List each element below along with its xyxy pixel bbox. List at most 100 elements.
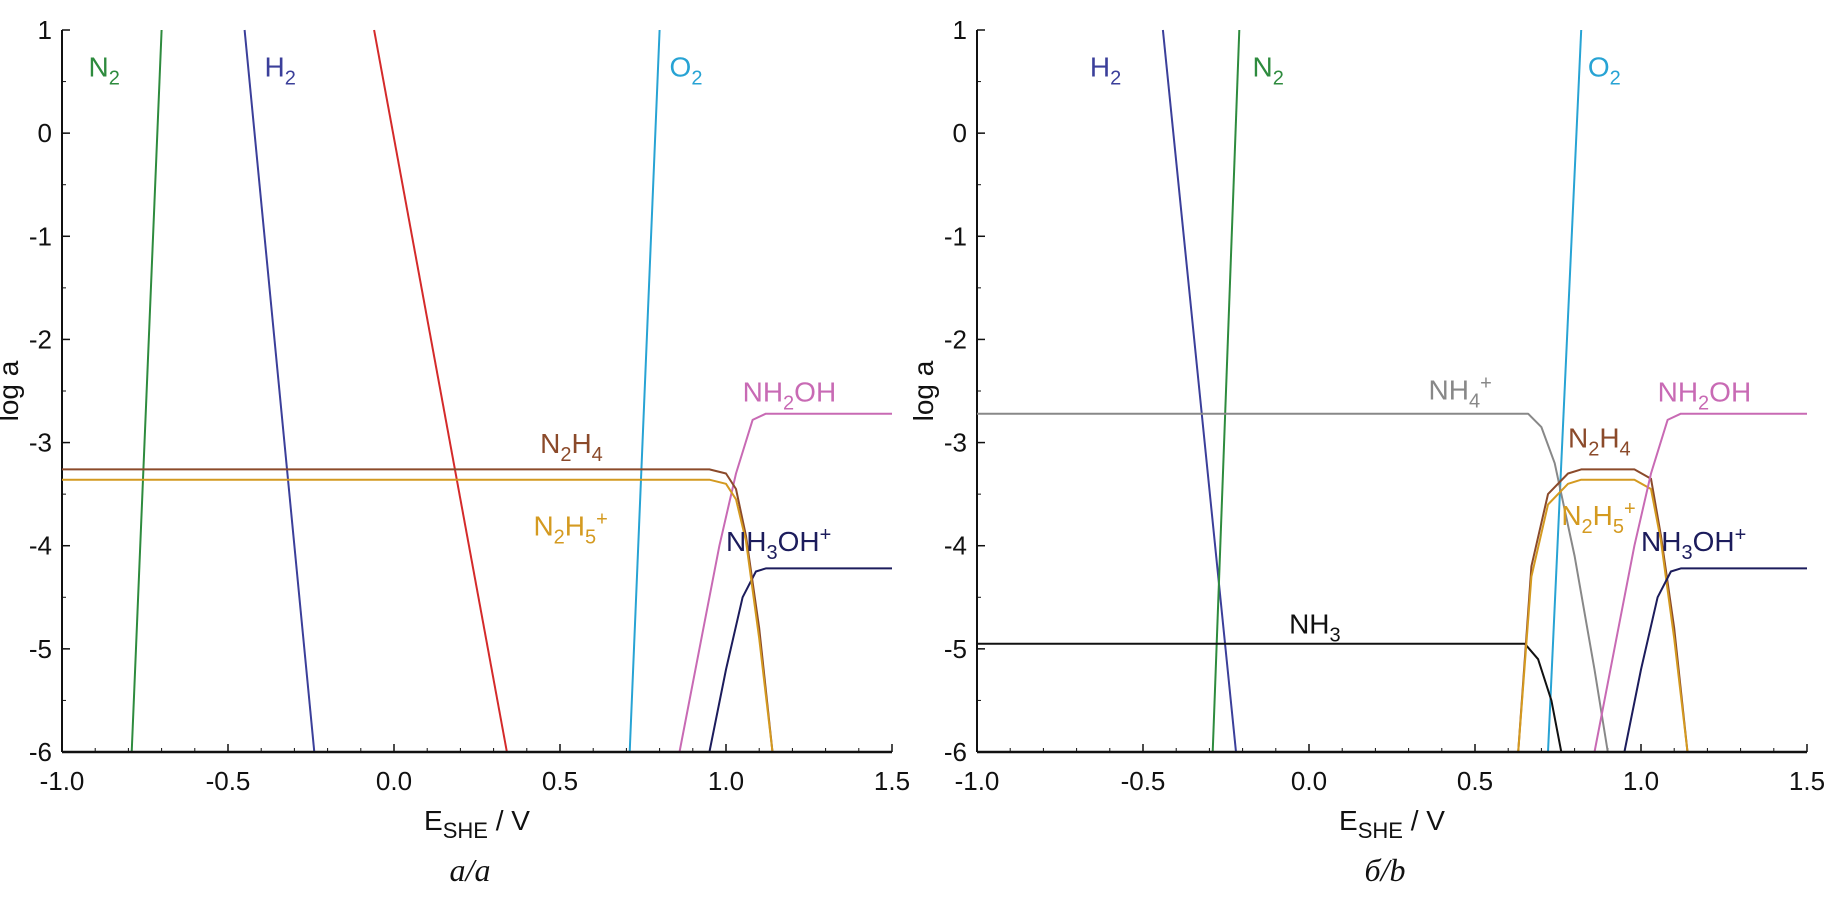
x-axis-label-unit: / V [488,805,530,836]
label-sup: + [596,508,608,530]
label-text: N [533,510,553,541]
label-sub: 2 [285,67,296,89]
y-tick-label: 0 [38,118,52,148]
label-sub: 3 [1330,624,1341,646]
series-line-h2 [243,29,316,753]
label-sub: 2 [1110,67,1121,89]
label-text2: H [1599,423,1619,454]
label-sub2: 5 [1613,516,1624,538]
label-text: NH [1429,374,1469,405]
series-label: NH4+ [1429,372,1492,412]
y-axis-label: log a [0,360,24,421]
x-axis-label-sub: SHE [1358,818,1403,843]
label-text: NH [1641,526,1681,557]
y-tick-label: -1 [29,221,52,251]
label-text: NH [1658,376,1698,407]
caption-b: б/b [1364,852,1406,888]
series-label: H2 [265,51,296,89]
x-tick-label: -0.5 [1121,766,1166,796]
label-text2: H [565,510,585,541]
chart-panel-b: -1.0 -0.5 0.0 0.5 1.0 1.5 1 0 -1 -2 -3 -4 -5 -6 log a E… [908,15,1825,843]
series-label: NH2OH [1658,376,1752,414]
label-text2: OH [778,526,820,557]
x-tick-label: -1.0 [40,766,85,796]
label-sub: 3 [1681,542,1692,564]
label-sub: 4 [1469,390,1480,412]
label-sub: 2 [109,67,120,89]
y-tick-label: 0 [953,118,967,148]
x-tick-label: 0.5 [542,766,578,796]
label-sub: 2 [1610,67,1621,89]
label-sub2: 5 [585,526,596,548]
label-sub: 2 [691,67,702,89]
label-text2: H [1593,500,1613,531]
series-line-n2h4 [62,468,774,753]
label-sup: + [1480,372,1492,394]
label-sub: 2 [783,392,794,414]
label-text: NH [1289,608,1329,639]
label-text: N [89,51,109,82]
series-line-nh4- [977,412,1609,753]
series-label: NH2OH [743,376,837,414]
x-axis-label-sub: SHE [443,818,488,843]
y-tick-label: -5 [944,634,967,664]
series-line-h2 [1161,29,1237,753]
series-line-nh2oh [678,412,892,753]
label-text: H [265,51,285,82]
label-sup: + [820,524,832,546]
label-sub2: 4 [592,444,603,466]
series-line-n2h5- [62,478,774,753]
series-line-nh2oh [1593,412,1807,753]
label-text: H [1090,51,1110,82]
x-tick-label: 1.5 [1789,766,1825,796]
label-text: N [1568,423,1588,454]
series-line-o2 [1547,29,1583,753]
series-label: NH3OH+ [1641,524,1746,564]
x-tick-label: 1.0 [708,766,744,796]
series-line-nh3 [977,642,1563,753]
label-text: O [1588,51,1610,82]
series-line-n2 [1211,29,1241,753]
y-tick-label: -6 [29,737,52,767]
x-tick-label: 1.5 [874,766,910,796]
y-tick-label: -4 [29,531,52,561]
label-text: NH [743,376,783,407]
label-text: N [1561,500,1581,531]
series-label: N2H4 [1568,423,1631,461]
chart-panel-a: -1.0 -0.5 0.0 0.5 1.0 1.5 1 0 -1 -2 -3 -4 -5 -6 log a E… [0,15,910,843]
x-axis-label-unit: / V [1403,805,1445,836]
y-tick-label: 1 [953,15,967,45]
y-tick-label: -2 [29,324,52,354]
y-tick-label: -2 [944,324,967,354]
series-label: N2H4 [540,428,603,466]
label-sub: 2 [554,526,565,548]
series-label: H2 [1090,51,1121,89]
series-label: N2H5+ [533,508,607,548]
label-text: NH [726,526,766,557]
y-tick-label: -5 [29,634,52,664]
label-sup: + [1624,498,1636,520]
label-sub: 2 [1582,516,1593,538]
x-axis-label: ESHE / V [424,805,530,843]
x-axis-label-e: E [1339,805,1358,836]
x-tick-label: 1.0 [1623,766,1659,796]
label-text: N [1253,51,1273,82]
label-text2: OH [1709,376,1751,407]
label-text: O [670,51,692,82]
series-line-n2h4 [1517,468,1689,753]
y-tick-label: -3 [29,428,52,458]
series-line-nh3oh- [1623,567,1807,753]
series-label: N2H5+ [1561,498,1635,538]
label-sub: 2 [1273,67,1284,89]
series-label: O2 [670,51,703,89]
label-sub: 3 [766,542,777,564]
label-sub: 2 [1588,439,1599,461]
x-tick-label: -0.5 [206,766,251,796]
y-tick-label: -4 [944,531,967,561]
y-tick-label: 1 [38,15,52,45]
y-axis-label: log a [908,360,939,421]
series-label: N2 [89,51,120,89]
x-tick-label: -1.0 [955,766,1000,796]
y-tick-label: -1 [944,221,967,251]
x-tick-label: 0.5 [1457,766,1493,796]
